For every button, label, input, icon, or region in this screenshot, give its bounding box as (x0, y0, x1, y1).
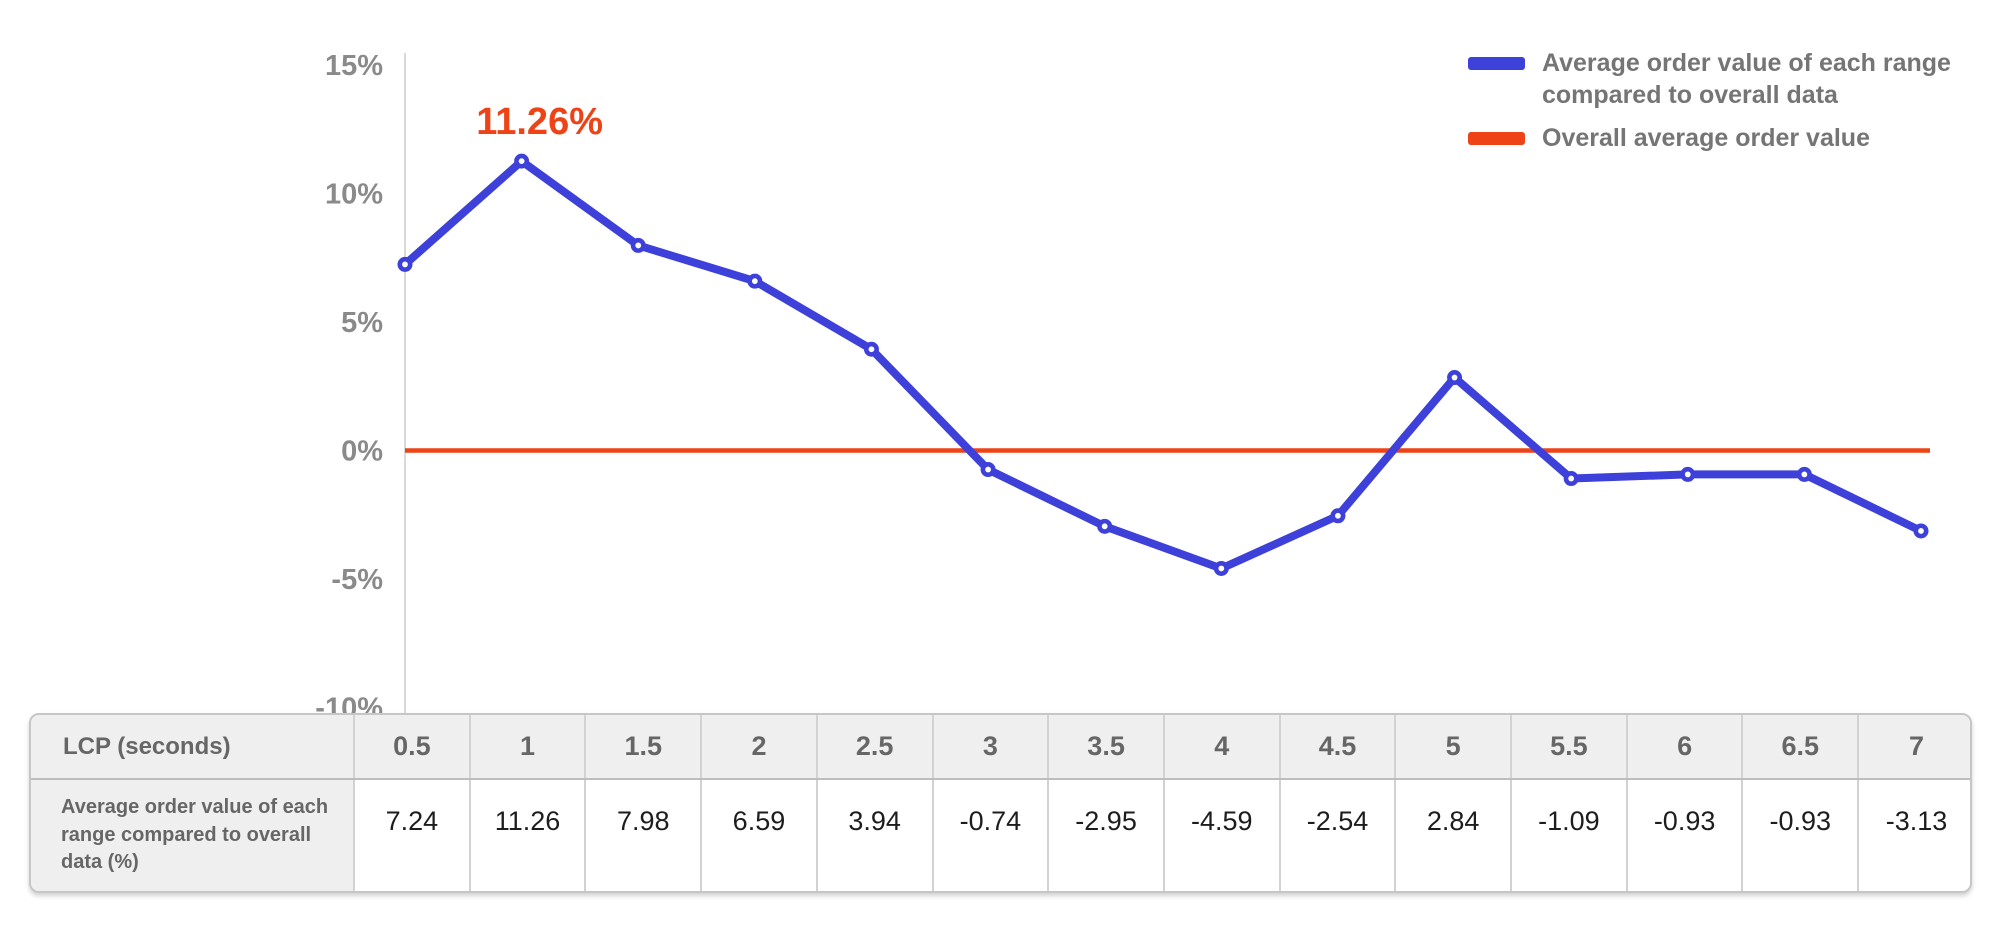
aov-value-cell-4.5: -2.54 (1278, 779, 1396, 891)
peak-annotation: 11.26% (476, 101, 603, 143)
data-point-marker (514, 153, 530, 169)
data-point-marker (1330, 508, 1346, 524)
data-point-marker (1796, 466, 1812, 482)
legend-label-baseline: Overall average order value (1542, 124, 1870, 152)
lcp-header-cell-2: 2 (700, 715, 817, 780)
lcp-header-cell-4.5: 4.5 (1278, 715, 1396, 780)
y-tick-label: 0% (341, 436, 383, 468)
data-point-marker (1913, 523, 1929, 539)
table-header-row: LCP (seconds) 0.5 1 1.5 2 2.5 3 3.5 4 4.5 5 5.5 6 6.… (31, 715, 1970, 780)
aov-value-cell-4: -4.59 (1162, 779, 1280, 891)
aov-value-cell-3.5: -2.95 (1047, 779, 1164, 891)
lcp-header-cell-3: 3 (931, 715, 1049, 780)
data-table: LCP (seconds) 0.5 1 1.5 2 2.5 3 3.5 4 4.5 5 5.5 6 6.… (31, 715, 1970, 891)
aov-value-cell-1.5: 7.98 (584, 779, 702, 891)
lcp-header-cell-1: 1 (468, 715, 586, 780)
aov-value-cell-6: -0.93 (1625, 779, 1743, 891)
data-point-marker (1097, 518, 1113, 534)
data-point-marker (1213, 560, 1229, 576)
aov-value-cell-5.5: -1.09 (1510, 779, 1627, 891)
y-tick-label: 10% (325, 179, 383, 211)
table-header-label: LCP (seconds) (31, 715, 354, 780)
data-point-marker (397, 256, 413, 272)
y-tick-label: 5% (341, 307, 383, 339)
legend-entry-baseline: Overall average order value (1468, 122, 1968, 154)
legend-entry-series: Average order value of each range compar… (1468, 47, 1968, 111)
aov-series-line (401, 157, 1925, 573)
aov-value-cell-3: -0.74 (931, 779, 1049, 891)
lcp-header-cell-0.5: 0.5 (353, 715, 470, 780)
lcp-header-cell-4: 4 (1162, 715, 1280, 780)
aov-value-cell-2: 6.59 (700, 779, 817, 891)
data-point-marker (980, 462, 996, 478)
chart-legend: Average order value of each range compar… (1468, 47, 1968, 165)
data-point-marker (1680, 466, 1696, 482)
line-chart: 15% 10% 5% 0% -5% -10% 11.26% (315, 50, 1930, 714)
y-tick-label: -5% (331, 564, 383, 596)
y-tick-label: -10% (315, 693, 383, 714)
data-point-marker (1563, 471, 1579, 487)
aov-value-cell-5: 2.84 (1394, 779, 1512, 891)
aov-value-cell-7: -3.13 (1857, 779, 1970, 891)
lcp-header-cell-7: 7 (1857, 715, 1970, 780)
lcp-header-cell-5: 5 (1394, 715, 1512, 780)
lcp-header-cell-1.5: 1.5 (584, 715, 702, 780)
data-point-marker (630, 237, 646, 253)
table-value-row: Average order value of each range compar… (31, 779, 1970, 891)
aov-value-cell-2.5: 3.94 (815, 779, 933, 891)
legend-swatch-blue (1468, 57, 1525, 70)
lcp-header-cell-3.5: 3.5 (1047, 715, 1164, 780)
data-table-container: LCP (seconds) 0.5 1 1.5 2 2.5 3 3.5 4 4.5 5 5.5 6 6.… (29, 713, 1972, 893)
table-row-label: Average order value of each range compar… (31, 779, 354, 891)
lcp-header-cell-6: 6 (1625, 715, 1743, 780)
y-tick-label: 15% (325, 50, 383, 82)
data-point-marker (747, 273, 763, 289)
data-point-marker (1447, 370, 1463, 386)
aov-value-cell-1: 11.26 (468, 779, 586, 891)
legend-label-series: Average order value of each range compar… (1542, 49, 1951, 109)
data-point-marker (863, 341, 879, 357)
aov-value-cell-6.5: -0.93 (1741, 779, 1859, 891)
lcp-header-cell-6.5: 6.5 (1741, 715, 1859, 780)
lcp-header-cell-2.5: 2.5 (815, 715, 933, 780)
lcp-header-cell-5.5: 5.5 (1510, 715, 1627, 780)
legend-swatch-red (1468, 132, 1525, 145)
aov-value-cell-0.5: 7.24 (353, 779, 470, 891)
